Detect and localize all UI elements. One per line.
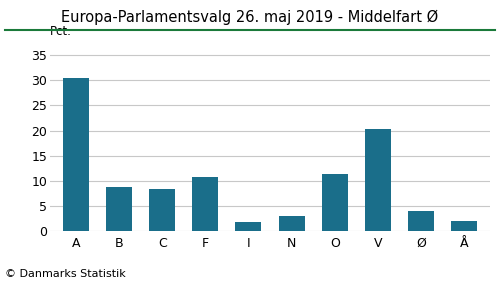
Bar bbox=[236, 222, 262, 231]
Bar bbox=[408, 211, 434, 231]
Text: Europa-Parlamentsvalg 26. maj 2019 - Middelfart Ø: Europa-Parlamentsvalg 26. maj 2019 - Mid… bbox=[62, 10, 438, 25]
Bar bbox=[451, 221, 477, 231]
Text: Pct.: Pct. bbox=[50, 25, 72, 38]
Bar bbox=[106, 187, 132, 231]
Text: © Danmarks Statistik: © Danmarks Statistik bbox=[5, 269, 126, 279]
Bar bbox=[63, 78, 89, 231]
Bar bbox=[149, 190, 175, 231]
Bar bbox=[365, 129, 391, 231]
Bar bbox=[192, 177, 218, 231]
Bar bbox=[278, 216, 304, 231]
Bar bbox=[322, 174, 347, 231]
